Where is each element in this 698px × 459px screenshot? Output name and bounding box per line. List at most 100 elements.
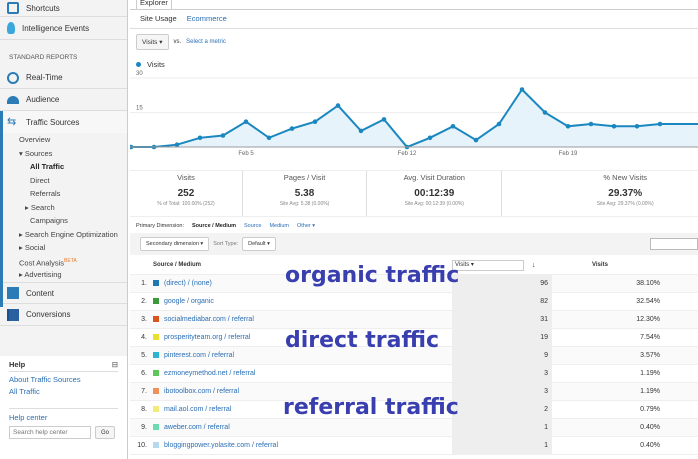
nav-campaigns[interactable]: Campaigns	[30, 216, 68, 225]
source-link[interactable]: pinterest.com / referral	[164, 351, 235, 359]
source-link[interactable]: aweber.com / referral	[164, 423, 230, 431]
shortcuts-icon	[7, 2, 19, 14]
collapse-icon[interactable]: ⊟	[111, 360, 118, 369]
visits-percent: 38.10%	[552, 274, 698, 293]
tab-explorer[interactable]: Explorer	[136, 0, 172, 9]
x-tick-label: Feb 19	[559, 151, 578, 157]
sidebar: Shortcuts Intelligence Events STANDARD R…	[0, 0, 128, 459]
visits-percent: 0.40%	[552, 436, 698, 455]
sidebar-item-content[interactable]: Content	[0, 282, 127, 304]
source-link[interactable]: socialmediabar.com / referral	[164, 315, 254, 323]
sidebar-item-traffic-sources[interactable]: ⇆ Traffic Sources	[0, 111, 127, 133]
dimension-source-medium[interactable]: Source / Medium	[191, 223, 236, 229]
source-link[interactable]: (direct) / (none)	[164, 279, 212, 287]
audience-icon	[7, 95, 19, 104]
scorecard-pages-visit[interactable]: Pages / Visit 5.38 Site Avg: 5.38 (0.00%)	[243, 171, 368, 216]
data-point	[266, 135, 272, 141]
nav-cost-analysis[interactable]: Cost AnalysisBETA	[19, 257, 77, 268]
source-link[interactable]: bloggingpower.yolasite.com / referral	[164, 441, 279, 449]
subtab-site-usage[interactable]: Site Usage	[140, 14, 177, 23]
col-metric-dropdown[interactable]: Visits ▾	[452, 259, 524, 271]
metric-dropdown[interactable]: Visits ▾	[136, 34, 169, 50]
select-metric-link[interactable]: Select a metric	[186, 39, 226, 45]
scorecard-avg-duration[interactable]: Avg. Visit Duration 00:12:39 Site Avg: 00:…	[367, 171, 503, 216]
sidebar-item-intelligence-events[interactable]: Intelligence Events	[0, 17, 127, 40]
col-source-medium[interactable]: Source / Medium	[150, 257, 452, 275]
sidebar-item-realtime[interactable]: Real-Time	[0, 67, 127, 89]
table-search-input[interactable]	[650, 238, 698, 250]
nav-all-traffic[interactable]: All Traffic	[30, 162, 65, 171]
row-number: 9.	[130, 418, 150, 437]
dimension-other[interactable]: Other ▾	[297, 223, 316, 229]
scorecard-visits[interactable]: Visits 252% of Total: 100.00% (252)	[130, 171, 243, 216]
help-search-input[interactable]	[9, 426, 91, 439]
secondary-dimension-dropdown[interactable]: Secondary dimension ▾	[140, 237, 210, 251]
data-point	[427, 135, 433, 141]
col-visits-pct[interactable]: Visits	[552, 257, 698, 275]
scorecard-new-visits[interactable]: % New Visits 29.37% Site Avg: 29.37% (0.00…	[596, 173, 654, 207]
visits-value: 31	[452, 310, 552, 329]
table-row: 8. mail.aol.com / referral 2 0.79%	[130, 400, 698, 419]
y-tick-label: 30	[136, 71, 143, 77]
nav-search[interactable]: ▸ Search	[25, 202, 55, 212]
row-number: 10.	[130, 436, 150, 455]
nav-social[interactable]: ▸ Social	[19, 243, 46, 252]
help-link-all-traffic[interactable]: All Traffic	[9, 387, 40, 396]
subtab-ecommerce[interactable]: Ecommerce	[186, 14, 227, 23]
data-point	[542, 110, 548, 115]
x-tick-label: Feb 12	[398, 151, 417, 157]
row-number: 4.	[130, 328, 150, 347]
series-swatch-icon	[153, 351, 159, 358]
data-point	[473, 137, 479, 143]
source-link[interactable]: ezmoneymethod.net / referral	[164, 369, 256, 377]
table-row: 1. (direct) / (none) 96 38.10%	[130, 274, 698, 293]
sidebar-item-conversions[interactable]: Conversions	[0, 304, 127, 326]
visits-value: 3	[452, 382, 552, 401]
dimension-medium[interactable]: Medium	[269, 223, 289, 229]
y-tick-label: 15	[136, 106, 143, 112]
visits-chart: 30 15 Feb 5 Feb 12 Feb 19	[130, 71, 698, 157]
visits-percent: 0.40%	[552, 418, 698, 437]
data-point	[174, 142, 180, 147]
chart-legend: Visits	[136, 60, 165, 69]
nav-advertising[interactable]: ▸ Advertising	[19, 270, 62, 279]
visits-percent: 0.79%	[552, 400, 698, 419]
source-link[interactable]: prosperityteam.org / referral	[164, 333, 251, 341]
table-row: 4. prosperityteam.org / referral 19 7.54…	[130, 328, 698, 347]
nav-sources[interactable]: ▾ Sources	[19, 148, 53, 158]
nav-referrals[interactable]: Referrals	[30, 189, 61, 198]
series-swatch-icon	[153, 441, 159, 448]
active-section-indicator	[0, 111, 3, 307]
data-point	[634, 124, 640, 129]
sidebar-item-audience[interactable]: Audience	[0, 89, 127, 111]
visits-value: 2	[452, 400, 552, 419]
annotation-referral: referral traffic	[283, 395, 459, 420]
dimension-source[interactable]: Source	[244, 223, 262, 229]
sort-arrow-icon[interactable]: ↓	[532, 257, 552, 275]
source-link[interactable]: mail.aol.com / referral	[164, 405, 232, 413]
legend-dot-icon	[136, 62, 141, 67]
nav-overview[interactable]: Overview	[19, 135, 51, 144]
flag-icon	[7, 308, 19, 321]
sort-type-dropdown[interactable]: Default ▾	[242, 237, 276, 251]
table-row: 7. ibotoolbox.com / referral 3 1.19%	[130, 382, 698, 401]
series-swatch-icon	[153, 405, 159, 412]
help-center-link[interactable]: Help center	[9, 408, 118, 422]
series-swatch-icon	[153, 279, 159, 286]
source-link[interactable]: google / organic	[164, 297, 214, 305]
sidebar-item-shortcuts[interactable]: Shortcuts	[0, 0, 127, 17]
row-number: 6.	[130, 364, 150, 383]
visits-percent: 12.30%	[552, 310, 698, 329]
annotation-direct: direct traffic	[285, 328, 440, 353]
series-swatch-icon	[153, 387, 159, 394]
help-title: Help	[9, 360, 26, 369]
nav-direct[interactable]: Direct	[30, 175, 50, 185]
data-point	[335, 103, 341, 108]
nav-seo[interactable]: ▸ Search Engine Optimization	[19, 229, 118, 239]
table-header: Source / Medium Visits ▾ ↓ Visits	[130, 257, 698, 275]
visits-value: 3	[452, 364, 552, 383]
help-go-button[interactable]: Go	[95, 426, 116, 439]
help-link-about[interactable]: About Traffic Sources	[9, 375, 81, 384]
series-swatch-icon	[153, 369, 159, 376]
source-link[interactable]: ibotoolbox.com / referral	[164, 387, 240, 395]
